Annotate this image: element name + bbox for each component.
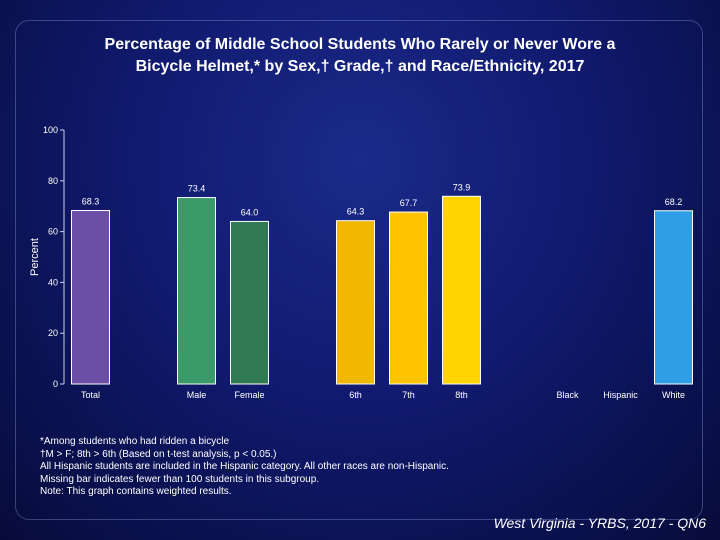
x-category-label: 7th <box>402 390 415 400</box>
bar <box>336 220 375 385</box>
footnotes: *Among students who had ridden a bicycle… <box>40 436 600 499</box>
bar-value-label: 64.0 <box>241 207 259 217</box>
bar-value-label: 68.3 <box>82 197 100 207</box>
y-tick-label: 20 <box>48 328 58 338</box>
bar <box>71 210 110 385</box>
bar-value-label: 73.4 <box>188 184 206 194</box>
x-category-label: White <box>662 390 685 400</box>
bar <box>442 195 481 385</box>
footnote-1: *Among students who had ridden a bicycle <box>40 436 230 447</box>
bar <box>654 210 693 385</box>
x-category-label: Hispanic <box>603 390 638 400</box>
bar-chart: 0 20 40 60 80 100 Percent 68.3 Total 73.4 Male 64.0… <box>29 125 693 400</box>
y-tick-label: 100 <box>43 125 58 135</box>
x-category-label: Male <box>187 390 207 400</box>
footnote-4: Missing bar indicates fewer than 100 stu… <box>40 473 320 485</box>
y-tick-label: 60 <box>48 227 58 237</box>
slide-frame <box>15 20 703 520</box>
bar <box>230 220 269 385</box>
source-caption: West Virginia - YRBS, 2017 - QN6 <box>493 515 706 531</box>
chart-title-line-1: Percentage of Middle School Students Who… <box>104 36 616 53</box>
y-tick-label: 40 <box>48 277 58 287</box>
bar-value-label: 67.7 <box>400 198 418 208</box>
x-category-label: Black <box>556 390 579 400</box>
bar-value-label: 64.3 <box>347 207 365 217</box>
x-category-label: Female <box>234 390 264 400</box>
y-axis-title: Percent <box>29 238 41 276</box>
x-category-label: Total <box>81 390 100 400</box>
bar-value-label: 68.2 <box>665 197 683 207</box>
bar-value-label: 73.9 <box>453 182 471 192</box>
y-tick-label: 0 <box>53 379 58 389</box>
y-tick-label: 80 <box>48 176 58 186</box>
footnote-2: †M > F; 8th > 6th (Based on t-test analy… <box>40 448 277 460</box>
x-category-label: 8th <box>455 390 468 400</box>
x-category-label: 6th <box>349 390 362 400</box>
footnote-3: All Hispanic students are included in th… <box>40 461 449 472</box>
bar <box>177 197 216 385</box>
chart-title-line-2: Bicycle Helmet,* by Sex,† Grade,† and Ra… <box>135 58 585 75</box>
chart-title: Percentage of Middle School Students Who… <box>40 34 680 78</box>
footnote-5: Note: This graph contains weighted resul… <box>40 486 232 497</box>
bar <box>389 211 428 385</box>
